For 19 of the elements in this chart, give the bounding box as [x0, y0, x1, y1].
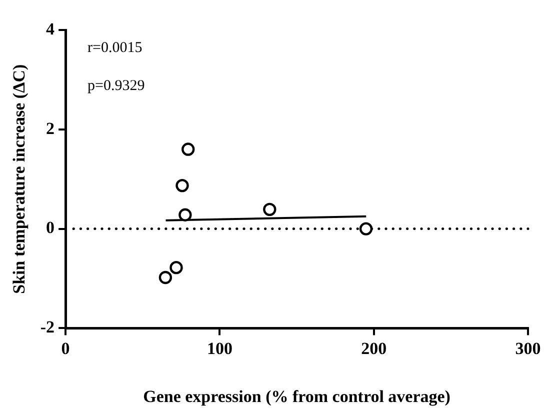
point: [158, 270, 172, 284]
x-axis-title: Gene expression (% from control average): [143, 387, 450, 406]
point: [359, 222, 373, 236]
point: [182, 142, 195, 156]
annotation: p=0.9329: [88, 78, 145, 94]
point: [170, 260, 183, 274]
y-tick-label: 2: [46, 118, 55, 138]
point: [178, 208, 192, 222]
point: [263, 202, 276, 216]
x-tick-label: 0: [61, 338, 70, 358]
annotation: r=0.0015: [88, 40, 142, 56]
x-tick-label: 300: [515, 338, 541, 358]
y-tick-label: 4: [46, 19, 56, 38]
y-axis-title: Skin temperature increase (ΔC): [10, 64, 29, 294]
y-tick-label: 0: [46, 218, 55, 238]
x-tick-label: 200: [361, 338, 387, 358]
y-tick-label: -2: [40, 318, 55, 337]
x-tick-label: 100: [206, 338, 232, 358]
point: [176, 178, 189, 192]
